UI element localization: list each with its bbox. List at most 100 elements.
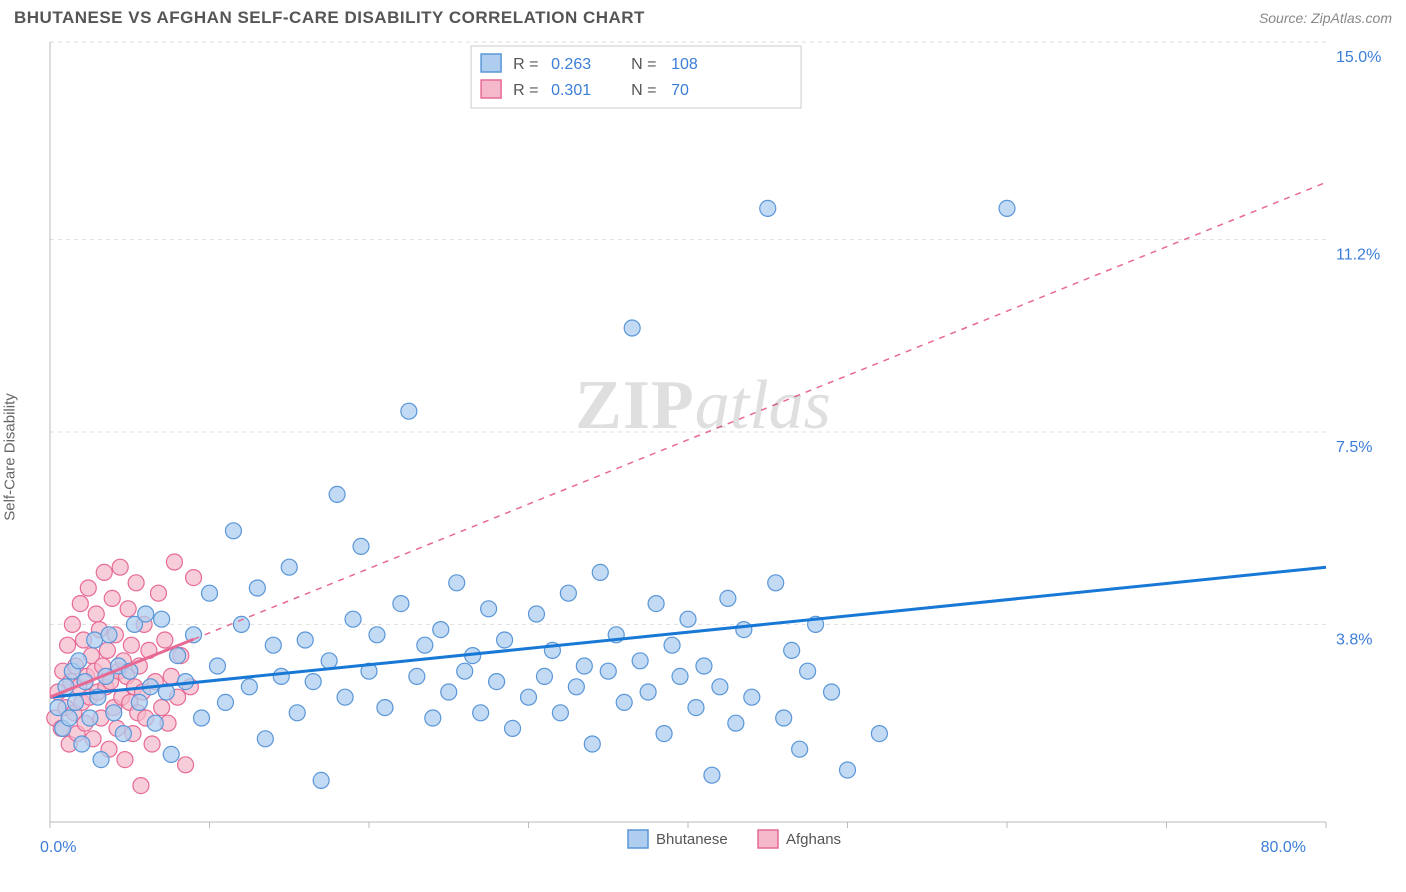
- scatter-point: [265, 637, 281, 653]
- scatter-point: [178, 757, 194, 773]
- scatter-point: [131, 694, 147, 710]
- legend-n-value: 108: [671, 56, 698, 73]
- scatter-point: [664, 637, 680, 653]
- scatter-point: [552, 705, 568, 721]
- scatter-point: [64, 616, 80, 632]
- scatter-point: [401, 403, 417, 419]
- scatter-point: [720, 590, 736, 606]
- scatter-point: [96, 564, 112, 580]
- legend-n-label: N =: [631, 56, 656, 73]
- scatter-point: [337, 689, 353, 705]
- y-tick-label: 15.0%: [1336, 49, 1381, 66]
- scatter-point: [441, 684, 457, 700]
- scatter-point: [760, 200, 776, 216]
- scatter-point: [74, 736, 90, 752]
- scatter-point: [632, 653, 648, 669]
- x-max-label: 80.0%: [1261, 839, 1306, 856]
- legend-n-value: 70: [671, 82, 689, 99]
- y-tick-label: 11.2%: [1336, 247, 1380, 264]
- y-tick-label: 3.8%: [1336, 631, 1372, 648]
- scatter-point: [61, 710, 77, 726]
- trend-line-extrapolated: [194, 182, 1326, 639]
- scatter-point: [166, 554, 182, 570]
- scatter-point: [768, 575, 784, 591]
- legend-bottom-swatch: [758, 830, 778, 848]
- scatter-point: [257, 731, 273, 747]
- scatter-point: [871, 726, 887, 742]
- scatter-point: [71, 653, 87, 669]
- scatter-point: [80, 580, 96, 596]
- scatter-point: [409, 668, 425, 684]
- scatter-point: [672, 668, 688, 684]
- scatter-point: [640, 684, 656, 700]
- source-label: Source: ZipAtlas.com: [1259, 10, 1392, 26]
- scatter-point: [824, 684, 840, 700]
- chart-title: BHUTANESE VS AFGHAN SELF-CARE DISABILITY…: [14, 8, 645, 28]
- scatter-point: [281, 559, 297, 575]
- scatter-point: [481, 601, 497, 617]
- scatter-point: [249, 580, 265, 596]
- scatter-point: [289, 705, 305, 721]
- scatter-point: [345, 611, 361, 627]
- legend-bottom-swatch: [628, 830, 648, 848]
- x-min-label: 0.0%: [40, 839, 76, 856]
- scatter-point: [648, 596, 664, 612]
- legend-bottom-label: Bhutanese: [656, 831, 728, 848]
- scatter-point: [784, 642, 800, 658]
- scatter-point: [592, 564, 608, 580]
- scatter-point: [68, 694, 84, 710]
- scatter-point: [87, 632, 103, 648]
- scatter-point: [696, 658, 712, 674]
- scatter-point: [217, 694, 233, 710]
- scatter-point: [521, 689, 537, 705]
- scatter-point: [209, 658, 225, 674]
- scatter-point: [104, 590, 120, 606]
- scatter-point: [163, 668, 179, 684]
- scatter-point: [393, 596, 409, 612]
- scatter-point: [138, 606, 154, 622]
- scatter-point: [120, 601, 136, 617]
- scatter-point: [576, 658, 592, 674]
- scatter-point: [425, 710, 441, 726]
- scatter-point: [99, 642, 115, 658]
- scatter-point: [128, 575, 144, 591]
- scatter-point: [150, 585, 166, 601]
- scatter-point: [489, 674, 505, 690]
- scatter-point: [433, 622, 449, 638]
- scatter-point: [624, 320, 640, 336]
- scatter-point: [728, 715, 744, 731]
- scatter-point: [473, 705, 489, 721]
- scatter-point: [157, 632, 173, 648]
- legend-swatch: [481, 54, 501, 72]
- scatter-point: [144, 736, 160, 752]
- scatter-point: [736, 622, 752, 638]
- scatter-point: [112, 559, 128, 575]
- scatter-point: [840, 762, 856, 778]
- scatter-point: [792, 741, 808, 757]
- scatter-point: [186, 570, 202, 586]
- legend-swatch: [481, 80, 501, 98]
- scatter-point: [536, 668, 552, 684]
- chart-container: Self-Care Disability ZIPatlas 3.8%7.5%11…: [0, 32, 1406, 882]
- scatter-point: [72, 596, 88, 612]
- scatter-point: [680, 611, 696, 627]
- scatter-point: [704, 767, 720, 783]
- scatter-point: [321, 653, 337, 669]
- scatter-point: [225, 523, 241, 539]
- scatter-point: [417, 637, 433, 653]
- scatter-point: [123, 637, 139, 653]
- scatter-point: [688, 700, 704, 716]
- scatter-point: [584, 736, 600, 752]
- scatter-point: [88, 606, 104, 622]
- scatter-chart: 3.8%7.5%11.2%15.0%0.0%80.0%R =0.263N =10…: [0, 32, 1406, 882]
- y-tick-label: 7.5%: [1336, 439, 1372, 456]
- scatter-point: [82, 710, 98, 726]
- scatter-point: [115, 726, 131, 742]
- scatter-point: [449, 575, 465, 591]
- scatter-point: [133, 778, 149, 794]
- scatter-point: [369, 627, 385, 643]
- scatter-point: [616, 694, 632, 710]
- scatter-point: [297, 632, 313, 648]
- scatter-point: [800, 663, 816, 679]
- scatter-point: [656, 726, 672, 742]
